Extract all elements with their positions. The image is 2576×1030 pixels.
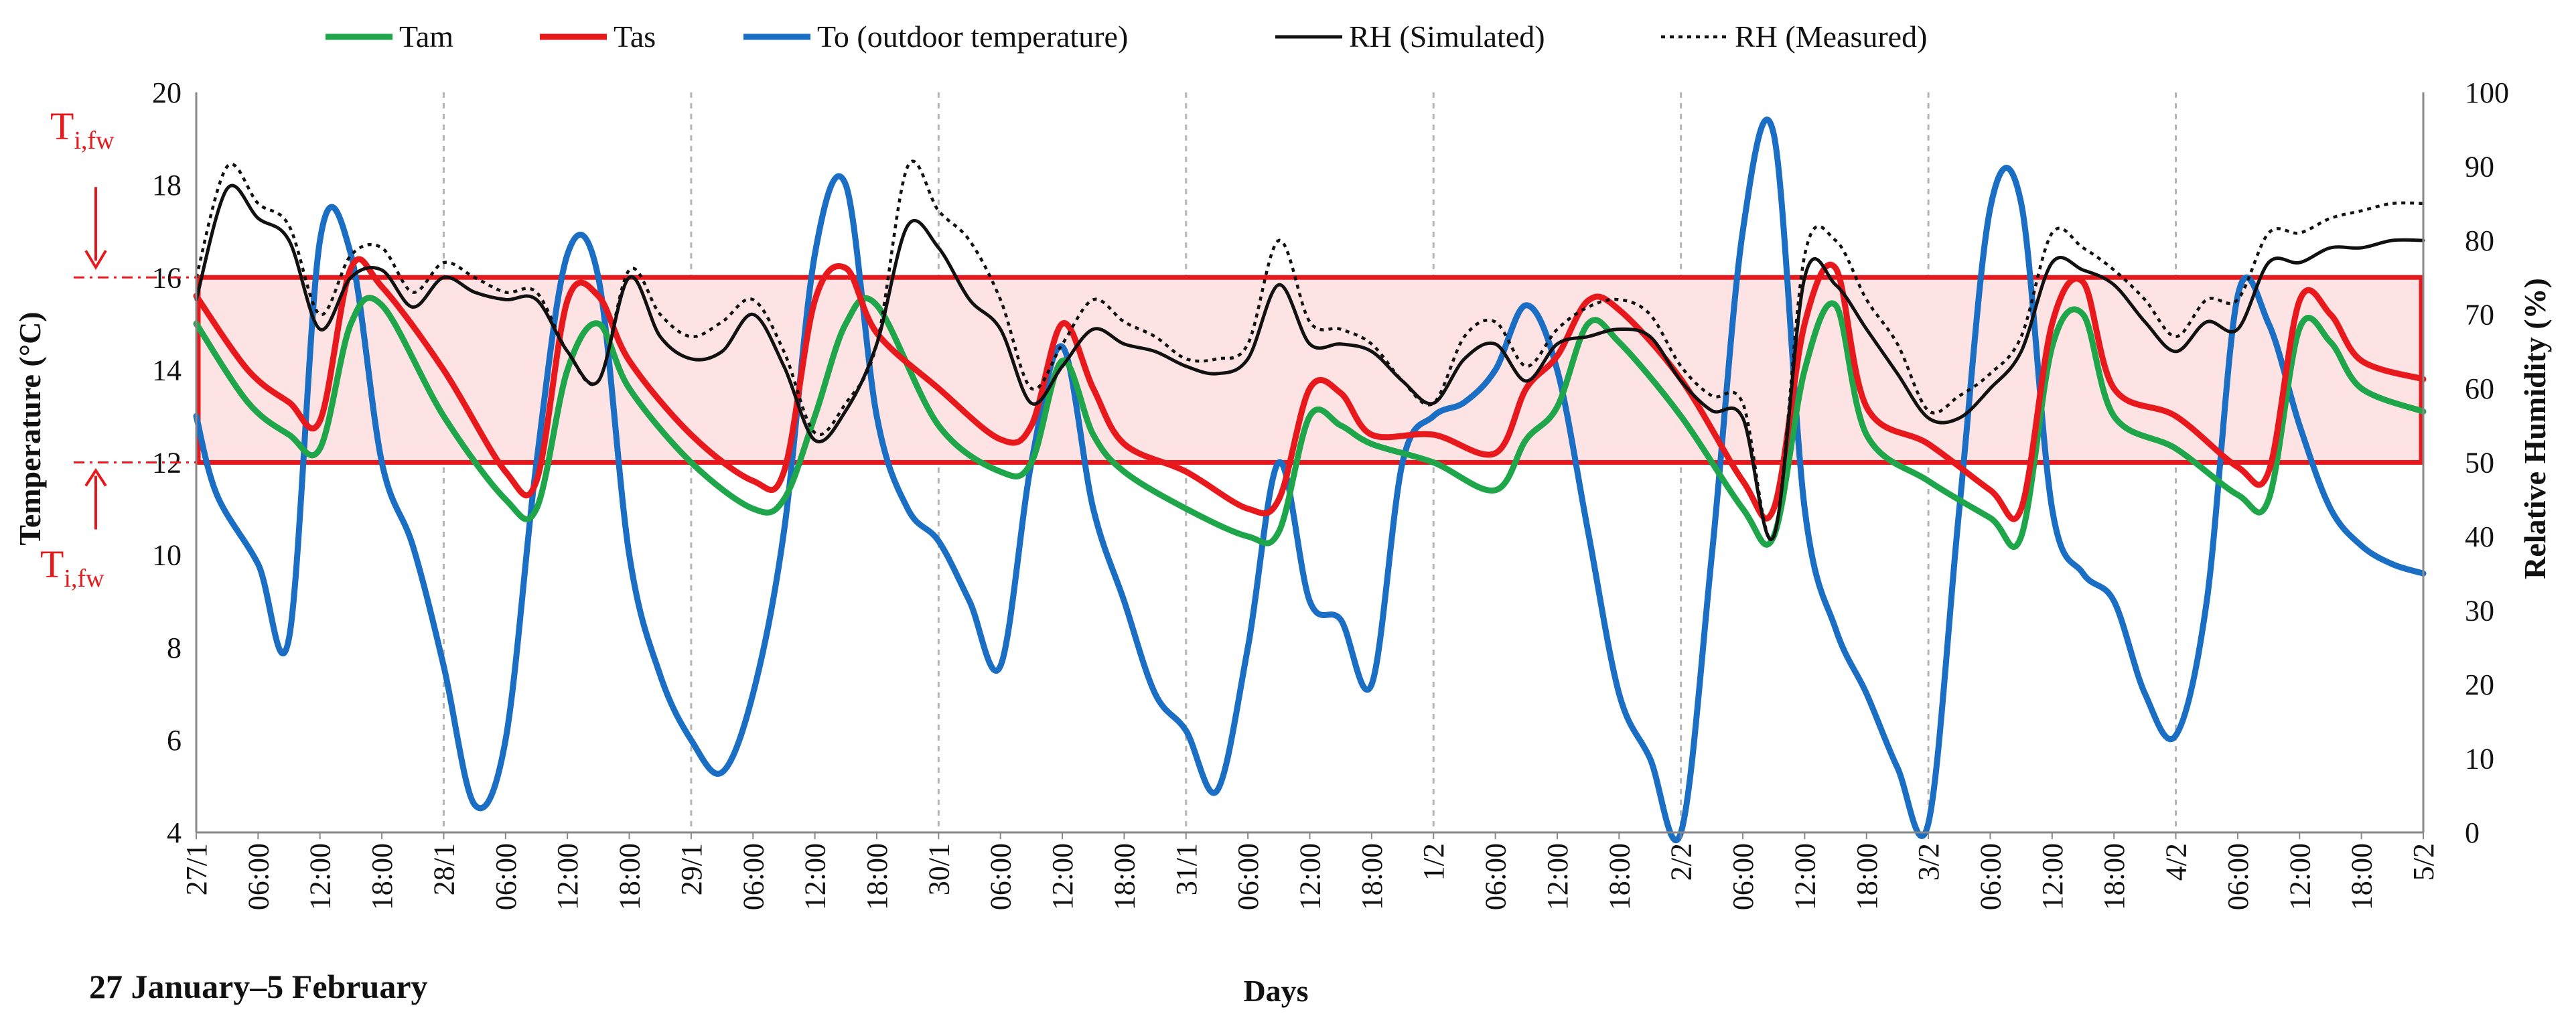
y2-tick-label: 50 — [2465, 447, 2494, 480]
y2-tick-label: 40 — [2465, 520, 2494, 553]
y2-tick-label: 10 — [2465, 743, 2494, 776]
x-tick-label: 18:00 — [861, 843, 893, 910]
x-tick-label: 12:00 — [551, 843, 584, 910]
y2-tick-label: 30 — [2465, 595, 2494, 628]
y2-tick-label: 20 — [2465, 668, 2494, 701]
legend-label: Tam — [399, 19, 453, 54]
x-tick-label: 18:00 — [1851, 843, 1883, 910]
legend: Tam Tas To (outdoor temperature) RH (Simula… — [326, 19, 1927, 54]
y2-tick-label: 70 — [2465, 299, 2494, 332]
x-tick-label: 18:00 — [1603, 843, 1636, 910]
x-tick-label: 1/2 — [1417, 843, 1450, 881]
x-tick-label: 06:00 — [1975, 843, 2007, 910]
y2-tick-label: 90 — [2465, 151, 2494, 183]
x-tick-label: 28/1 — [427, 843, 460, 895]
y2-tick-label: 80 — [2465, 224, 2494, 257]
x-tick-label: 27/1 — [180, 843, 213, 895]
x-tick-label: 06:00 — [1727, 843, 1760, 910]
legend-label: To (outdoor temperature) — [817, 19, 1128, 54]
y-tick-label: 14 — [152, 354, 182, 386]
x-tick-label: 06:00 — [1480, 843, 1512, 910]
right-y-ticks: 0 10 20 30 40 50 60 70 80 90 100 — [2465, 76, 2509, 849]
x-tick-label: 06:00 — [2222, 843, 2255, 910]
lower-arrow-icon — [84, 467, 107, 487]
comfort-band — [196, 275, 2424, 465]
y2-tick-label: 60 — [2465, 372, 2494, 405]
series-line-tas — [193, 256, 2427, 522]
x-tick-label: 31/1 — [1170, 843, 1203, 895]
y-axis-title: Temperature (°C) — [13, 311, 47, 545]
series-line-tam — [193, 295, 2427, 550]
y2-tick-label: 100 — [2465, 76, 2509, 109]
y-tick-label: 4 — [167, 816, 182, 849]
y-tick-label: 20 — [152, 76, 182, 109]
x-tick-label: 18:00 — [2098, 843, 2131, 910]
x-tick-label: 29/1 — [675, 843, 708, 895]
x-axis-title: Days — [1243, 974, 1308, 1008]
x-tick-label: 12:00 — [1046, 843, 1079, 910]
series-layer — [193, 117, 2427, 843]
x-tick-label: 18:00 — [1356, 843, 1388, 910]
x-tick-label: 06:00 — [242, 843, 275, 910]
upper-arrow-icon — [84, 250, 107, 271]
x-tick-label: 12:00 — [304, 843, 337, 910]
x-tick-label: 2/2 — [1665, 843, 1698, 881]
x-tick-label: 5/2 — [2407, 843, 2440, 881]
legend-label: Tas — [614, 19, 656, 54]
x-tick-label: 06:00 — [490, 843, 522, 910]
y-tick-label: 8 — [167, 632, 182, 664]
x-tick-label: 18:00 — [614, 843, 646, 910]
x-tick-label: 06:00 — [737, 843, 770, 910]
x-tick-label: 12:00 — [2036, 843, 2069, 910]
y2-tick-label: 0 — [2465, 816, 2480, 849]
x-tick-label: 12:00 — [2283, 843, 2316, 910]
legend-label: RH (Measured) — [1735, 19, 1927, 54]
x-tick-label: 12:00 — [799, 843, 832, 910]
x-tick-label: 18:00 — [1108, 843, 1141, 910]
x-tick-label: 4/2 — [2160, 843, 2193, 881]
x-tick-label: 18:00 — [366, 843, 399, 910]
series-line-to-outdoor-temperature — [193, 117, 2427, 843]
x-tick-label: 12:00 — [1788, 843, 1821, 910]
x-tick-label: 12:00 — [1294, 843, 1327, 910]
x-tick-label: 06:00 — [1232, 843, 1265, 910]
x-tick-label: 06:00 — [985, 843, 1017, 910]
y-tick-label: 10 — [152, 539, 182, 572]
y-tick-label: 6 — [167, 724, 182, 757]
x-tick-label: 3/2 — [1912, 843, 1945, 881]
x-tick-label: 18:00 — [2346, 843, 2378, 910]
x-ticks: 27/1 06:00 12:00 18:00 28/1 06:00 12:00 18:00 29… — [180, 832, 2440, 910]
x-tick-label: 12:00 — [1541, 843, 1574, 910]
x-tick-label: 30/1 — [922, 843, 955, 895]
y-tick-label: 18 — [152, 169, 182, 202]
y2-axis-title: Relative Humidity (%) — [2518, 278, 2552, 579]
footnote: 27 January–5 February — [89, 968, 428, 1005]
legend-label: RH (Simulated) — [1349, 19, 1545, 54]
series-line-rh-simulated — [194, 183, 2425, 541]
